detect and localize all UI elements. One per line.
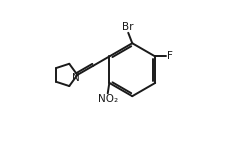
Text: NO₂: NO₂ [97, 94, 117, 104]
Text: F: F [166, 51, 172, 61]
Text: Br: Br [121, 22, 133, 32]
Text: N: N [72, 73, 80, 83]
